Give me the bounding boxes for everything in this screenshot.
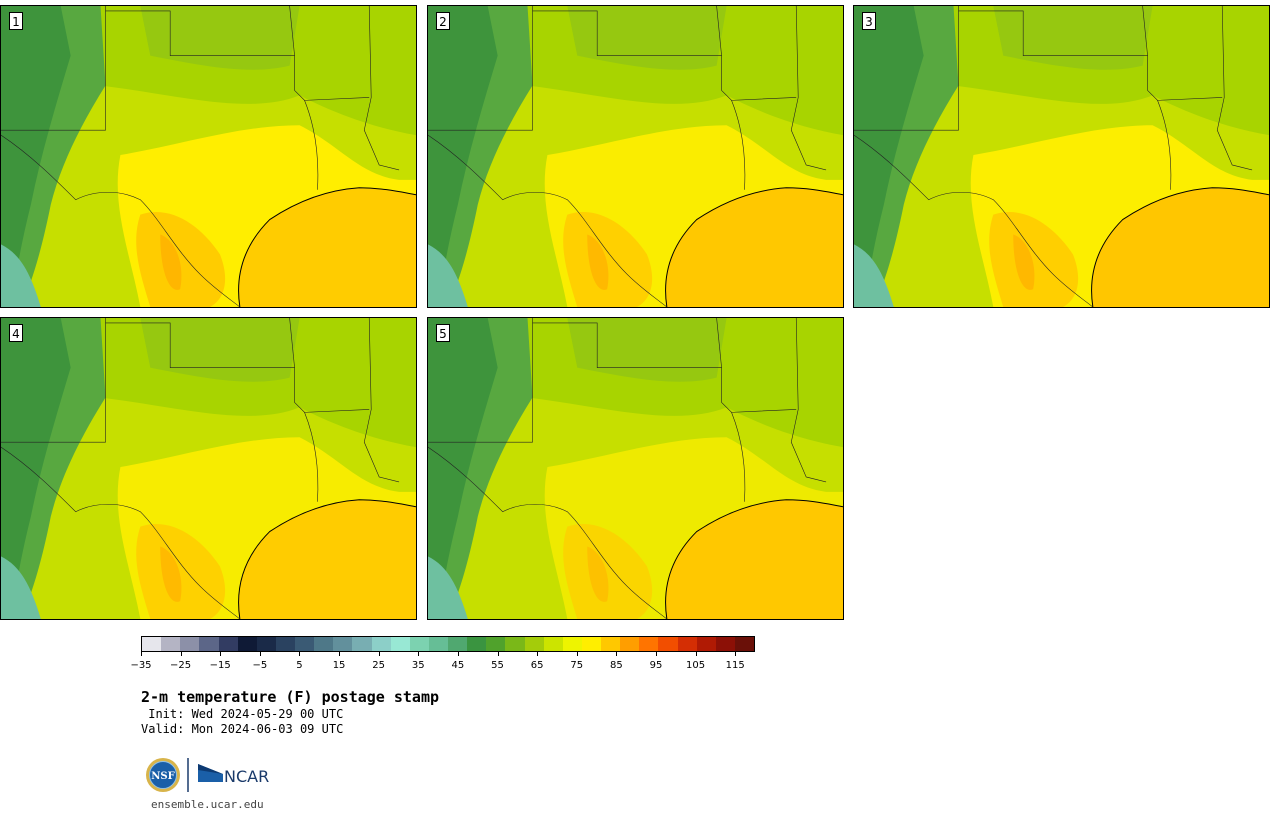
colorbar-tick [457, 652, 459, 656]
colorbar-tick [735, 652, 737, 656]
colorbar-segment [658, 637, 678, 651]
temperature-map-2 [428, 6, 843, 307]
colorbar-segment [524, 637, 544, 651]
panel-number-3: 3 [862, 12, 876, 30]
figure-title: 2-m temperature (F) postage stamp [141, 688, 440, 706]
colorbar-tick-label: 65 [530, 660, 544, 671]
svg-text:NSF: NSF [151, 771, 174, 782]
colorbar-segment [639, 637, 659, 651]
colorbar-tick-label: 25 [372, 660, 386, 671]
postage-stamp-panel-5: 5 [427, 317, 844, 620]
colorbar-tick [695, 652, 697, 656]
colorbar-tick-label: 15 [332, 660, 346, 671]
panel-number-1: 1 [9, 12, 23, 30]
colorbar-tick-label: 75 [570, 660, 584, 671]
colorbar-segment [715, 637, 735, 651]
svg-text:NCAR: NCAR [224, 767, 269, 786]
colorbar-segment [352, 637, 372, 651]
colorbar-segment [601, 637, 621, 651]
temperature-map-1 [1, 6, 416, 307]
colorbar-tick [220, 652, 222, 656]
colorbar-tick-label: 85 [609, 660, 623, 671]
colorbar-tick [616, 652, 618, 656]
colorbar-segment [161, 637, 181, 651]
colorbar-tick-label: −35 [130, 660, 152, 671]
colorbar-tick [497, 652, 499, 656]
ncar-logo: NCAR [198, 764, 269, 786]
valid-time: Valid: Mon 2024-06-03 09 UTC [141, 722, 344, 736]
postage-stamp-panel-4: 4 [0, 317, 417, 620]
temperature-map-5 [428, 318, 843, 619]
colorbar-segment [581, 637, 601, 651]
colorbar-segment [448, 637, 468, 651]
colorbar-tick [537, 652, 539, 656]
colorbar-tick-label: 5 [296, 660, 303, 671]
panel-number-2: 2 [436, 12, 450, 30]
colorbar-segment [199, 637, 219, 651]
colorbar-tick [576, 652, 578, 656]
colorbar-segment [677, 637, 697, 651]
init-time: Init: Wed 2024-05-29 00 UTC [141, 707, 344, 721]
temperature-map-4 [1, 318, 416, 619]
colorbar-segment [467, 637, 487, 651]
colorbar-tick [655, 652, 657, 656]
postage-stamp-panel-3: 3 [853, 5, 1270, 308]
colorbar-tick-label: 105 [686, 660, 706, 671]
colorbar-tick [299, 652, 301, 656]
colorbar-segment [180, 637, 200, 651]
nsf-logo: NSF NCAR [146, 758, 269, 792]
temperature-map-3 [854, 6, 1269, 307]
colorbar-tick [141, 652, 142, 656]
colorbar-tick-label: −5 [252, 660, 268, 671]
logos: NSF NCAR [143, 756, 273, 796]
colorbar-segment [256, 637, 276, 651]
colorbar-tick [180, 652, 182, 656]
colorbar-tick-label: 55 [491, 660, 504, 671]
colorbar-segment [275, 637, 295, 651]
colorbar-tick-label: 45 [451, 660, 465, 671]
colorbar-tick-label: −25 [170, 660, 192, 671]
colorbar-tick [259, 652, 261, 656]
temperature-colorbar [141, 636, 755, 652]
colorbar-segment [696, 637, 716, 651]
colorbar-segment [218, 637, 238, 651]
colorbar-segment [295, 637, 315, 651]
colorbar-tick-label: 115 [725, 660, 745, 671]
postage-stamp-panel-2: 2 [427, 5, 844, 308]
colorbar-segment [237, 637, 257, 651]
colorbar-segment [505, 637, 525, 651]
colorbar-segment [543, 637, 563, 651]
colorbar-segment [333, 637, 353, 651]
colorbar-tick-label: 95 [649, 660, 663, 671]
colorbar-segment [734, 637, 754, 651]
colorbar-tick-label: −15 [209, 660, 231, 671]
colorbar-tick [378, 652, 380, 656]
colorbar-segment [428, 637, 448, 651]
website-url: ensemble.ucar.edu [151, 798, 264, 811]
colorbar-ticks: −35 −25 −15 −5 5 15 25 35 45 55 65 75 85 95 105 115 [130, 652, 755, 674]
colorbar-tick [418, 652, 420, 656]
colorbar-segment [409, 637, 429, 651]
postage-stamp-panel-1: 1 [0, 5, 417, 308]
colorbar-tick [339, 652, 341, 656]
colorbar-segment [142, 637, 162, 651]
colorbar-segment [371, 637, 391, 651]
panel-number-4: 4 [9, 324, 23, 342]
colorbar-segment [620, 637, 640, 651]
colorbar-segment [390, 637, 410, 651]
colorbar-segment [486, 637, 506, 651]
colorbar-tick-label: 35 [411, 660, 425, 671]
colorbar-segment [314, 637, 334, 651]
colorbar-segment [562, 637, 582, 651]
panel-number-5: 5 [436, 324, 450, 342]
